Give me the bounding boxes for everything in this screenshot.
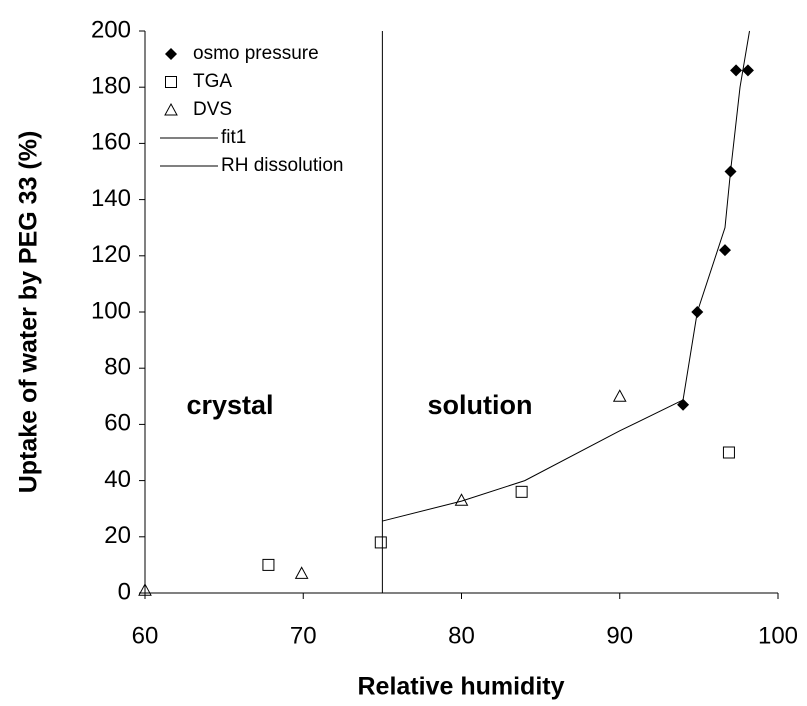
y-tick-label: 80	[104, 354, 131, 381]
x-tick-label: 80	[448, 622, 475, 649]
x-tick-label: 70	[290, 622, 317, 649]
y-tick-label: 100	[91, 297, 131, 324]
legend-marker	[165, 76, 177, 88]
data-point	[741, 64, 754, 77]
y-tick-label: 40	[104, 466, 131, 493]
legend-label: TGA	[193, 71, 232, 92]
data-point	[374, 536, 387, 549]
legend-label: RH dissolution	[221, 155, 344, 176]
y-tick-label: 160	[91, 129, 131, 156]
y-tick-label: 20	[104, 522, 131, 549]
y-tick-label: 200	[91, 16, 131, 43]
y-tick-label: 180	[91, 73, 131, 100]
x-tick-label: 60	[132, 622, 159, 649]
y-tick-label: 120	[91, 241, 131, 268]
y-tick-label: 140	[91, 185, 131, 212]
data-point	[677, 398, 690, 411]
data-point	[138, 583, 152, 596]
legend-label: DVS	[193, 99, 232, 120]
legend-marker	[164, 102, 178, 116]
legend-label: osmo pressure	[193, 43, 319, 64]
data-point	[722, 446, 735, 459]
annotation: crystal	[186, 390, 273, 420]
legend-marker	[165, 48, 177, 60]
data-point	[515, 485, 528, 498]
annotation: solution	[428, 390, 533, 420]
x-tick-label: 100	[758, 622, 798, 649]
y-axis-title: Uptake of water by PEG 33 (%)	[15, 131, 43, 494]
x-tick-label: 90	[606, 622, 633, 649]
data-point	[262, 558, 275, 571]
fit-line	[382, 30, 751, 522]
legend-label: fit1	[221, 127, 246, 148]
data-point	[718, 244, 731, 257]
data-point	[612, 389, 627, 402]
data-point	[294, 566, 309, 579]
y-tick-label: 60	[104, 410, 131, 437]
data-point	[730, 64, 743, 77]
x-axis-title: Relative humidity	[358, 673, 565, 701]
y-tick-label: 0	[118, 578, 131, 605]
